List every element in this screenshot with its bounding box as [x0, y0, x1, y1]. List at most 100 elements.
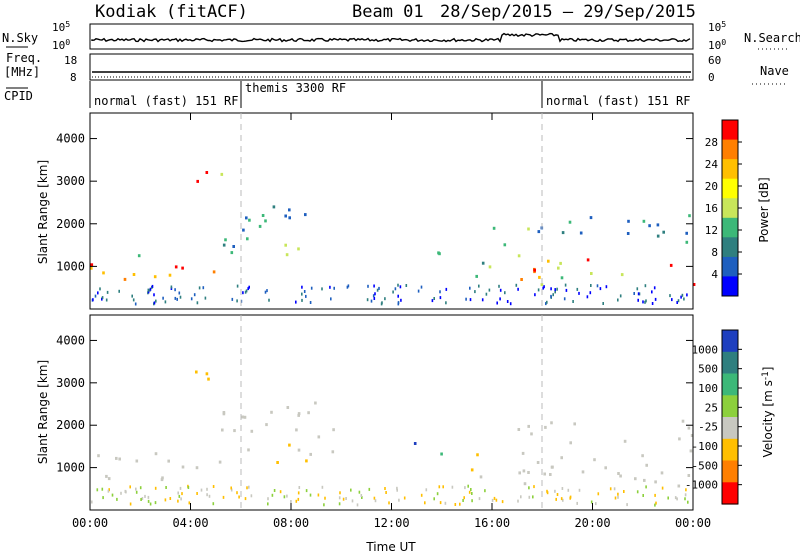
cell — [590, 284, 592, 287]
cpid-label: CPID — [4, 89, 33, 103]
cell — [476, 453, 479, 457]
cell — [301, 285, 303, 289]
cell — [638, 292, 641, 296]
cell — [438, 485, 441, 489]
cell — [273, 489, 276, 492]
cell — [396, 486, 398, 490]
colorbar-tick: 500 — [698, 363, 718, 376]
cell — [195, 466, 199, 470]
cell — [654, 493, 656, 497]
cell — [368, 487, 371, 491]
cell — [589, 291, 592, 295]
colorbar-tick: 1000 — [692, 343, 719, 356]
cell — [504, 291, 506, 295]
cell — [684, 497, 686, 501]
cell — [572, 300, 574, 303]
cell — [132, 273, 136, 276]
cell — [107, 477, 111, 481]
cell — [542, 286, 544, 290]
cell — [413, 442, 417, 445]
cell — [540, 283, 544, 287]
cell — [515, 283, 518, 287]
cell — [233, 429, 236, 433]
cell — [144, 494, 146, 498]
cell — [244, 497, 247, 501]
colorbar-swatch — [722, 482, 738, 505]
cell — [617, 492, 619, 496]
cell — [288, 216, 291, 220]
cell — [499, 288, 502, 292]
cell — [614, 496, 617, 500]
cell — [425, 488, 428, 492]
cell — [176, 297, 178, 301]
nave-label: Nave — [760, 64, 789, 78]
cell — [250, 494, 253, 498]
cell — [236, 299, 238, 303]
station-title: Kodiak — [95, 2, 156, 22]
cell — [589, 216, 593, 220]
freq-strip: Freq. [MHz] 18 8 60 0 Nave — [4, 51, 789, 85]
cell — [420, 493, 423, 497]
colorbar-tick: 28 — [705, 136, 718, 149]
cell — [245, 216, 248, 220]
cell — [636, 490, 639, 494]
cell — [297, 412, 301, 416]
cell — [642, 219, 646, 223]
colorbar-swatch — [722, 217, 738, 238]
cell — [370, 299, 373, 303]
cell — [297, 448, 301, 452]
mode-title: (fitACF) — [166, 2, 248, 22]
cell — [105, 474, 108, 478]
cell — [523, 482, 527, 486]
cell — [154, 486, 157, 490]
cell — [556, 493, 559, 496]
cell — [135, 487, 137, 491]
cell — [687, 500, 689, 504]
colorbar-swatch — [722, 237, 738, 258]
xlabel: Time UT — [365, 540, 416, 554]
cell — [564, 283, 567, 287]
cell — [236, 284, 239, 288]
cell — [654, 503, 656, 507]
cell — [155, 299, 157, 303]
cell — [445, 301, 447, 305]
cell — [641, 454, 644, 458]
cell — [169, 497, 172, 500]
cell — [465, 297, 467, 301]
cell — [178, 291, 181, 295]
cell — [314, 401, 317, 405]
cell — [619, 474, 622, 478]
cell — [689, 449, 693, 453]
cell — [653, 286, 656, 290]
cell — [224, 238, 227, 242]
cell — [205, 171, 209, 174]
cell — [687, 474, 691, 477]
cell — [439, 501, 442, 505]
cell — [346, 285, 349, 289]
cell — [517, 499, 519, 503]
cell — [248, 285, 250, 289]
ytick-label: 4000 — [56, 333, 85, 347]
cell — [481, 298, 484, 302]
nsky-trace — [91, 32, 691, 43]
cpid-segment-3: normal (fast) 151 RF — [546, 94, 691, 108]
cell — [120, 491, 122, 495]
cell — [154, 452, 158, 456]
cell — [533, 268, 536, 272]
cell — [246, 486, 248, 490]
cell — [623, 490, 625, 493]
cell — [101, 487, 104, 491]
cell — [147, 290, 150, 294]
cell — [685, 240, 689, 244]
cell — [168, 273, 172, 277]
cpid-segment-2: themis 3300 RF — [245, 81, 346, 95]
cell — [264, 290, 267, 294]
cell — [288, 208, 291, 212]
cell — [617, 495, 619, 499]
cell — [245, 289, 248, 293]
cell — [464, 486, 466, 490]
cpid-segment-1: normal (fast) 151 RF — [94, 94, 239, 108]
cell — [537, 230, 541, 234]
cell — [307, 411, 310, 415]
